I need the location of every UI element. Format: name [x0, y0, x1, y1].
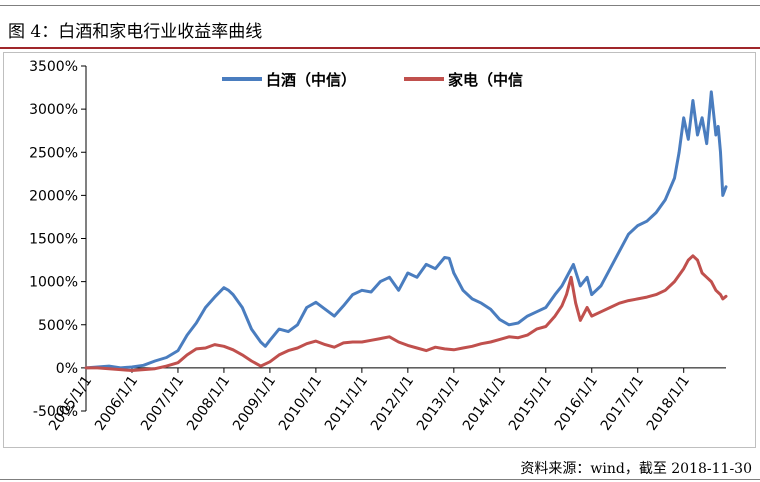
title-divider — [0, 47, 760, 49]
y-tick-label: 3500% — [29, 59, 78, 75]
y-tick-label: 3000% — [29, 102, 78, 118]
y-tick-label: 500% — [38, 318, 78, 334]
x-tick-label: 2007/1/1 — [138, 373, 187, 434]
legend-label: 白酒（中信） — [266, 71, 356, 89]
series-layer — [84, 90, 728, 372]
series-line-1 — [84, 90, 728, 370]
y-tick-label: 2500% — [29, 145, 78, 161]
top-divider — [0, 5, 760, 6]
legend-label: 家电（中信 — [448, 71, 523, 89]
x-tick-label: 2017/1/1 — [598, 373, 647, 434]
figure-title: 图 4：白酒和家电行业收益率曲线 — [8, 22, 263, 42]
x-tick-label: 2011/1/1 — [322, 373, 371, 434]
x-tick-label: 2015/1/1 — [506, 373, 555, 434]
y-tick-label: -500% — [33, 404, 78, 420]
x-tick-label: 2018/1/1 — [644, 373, 693, 434]
x-axis: 2005/1/12006/1/12007/1/12008/1/12009/1/1… — [46, 367, 726, 434]
x-tick-label: 2012/1/1 — [368, 373, 417, 434]
y-tick-label: 0% — [56, 361, 78, 377]
x-tick-label: 2010/1/1 — [276, 373, 325, 434]
x-tick-label: 2006/1/1 — [92, 373, 141, 434]
x-tick-label: 2008/1/1 — [184, 373, 233, 434]
y-tick-label: 2000% — [29, 188, 78, 204]
y-axis: 3500% 3000% 2500% 2000% 1500% 1000% 500% 0% -500… — [29, 59, 87, 420]
x-tick-label: 2016/1/1 — [552, 373, 601, 434]
source-note: 资料来源：wind，截至 2018-11-30 — [520, 461, 752, 477]
bottom-divider — [0, 479, 760, 480]
plot-frame — [3, 52, 756, 448]
y-tick-label: 1500% — [29, 232, 78, 248]
x-tick-label: 2009/1/1 — [230, 373, 279, 434]
series-line-2 — [84, 254, 728, 372]
legend: 白酒（中信） 家电（中信 — [222, 71, 523, 89]
y-tick-label: 1000% — [29, 275, 78, 291]
x-tick-label: 2014/1/1 — [460, 373, 509, 434]
figure-header: 图 4：白酒和家电行业收益率曲线 — [0, 0, 760, 49]
x-tick-label: 2013/1/1 — [414, 373, 463, 434]
